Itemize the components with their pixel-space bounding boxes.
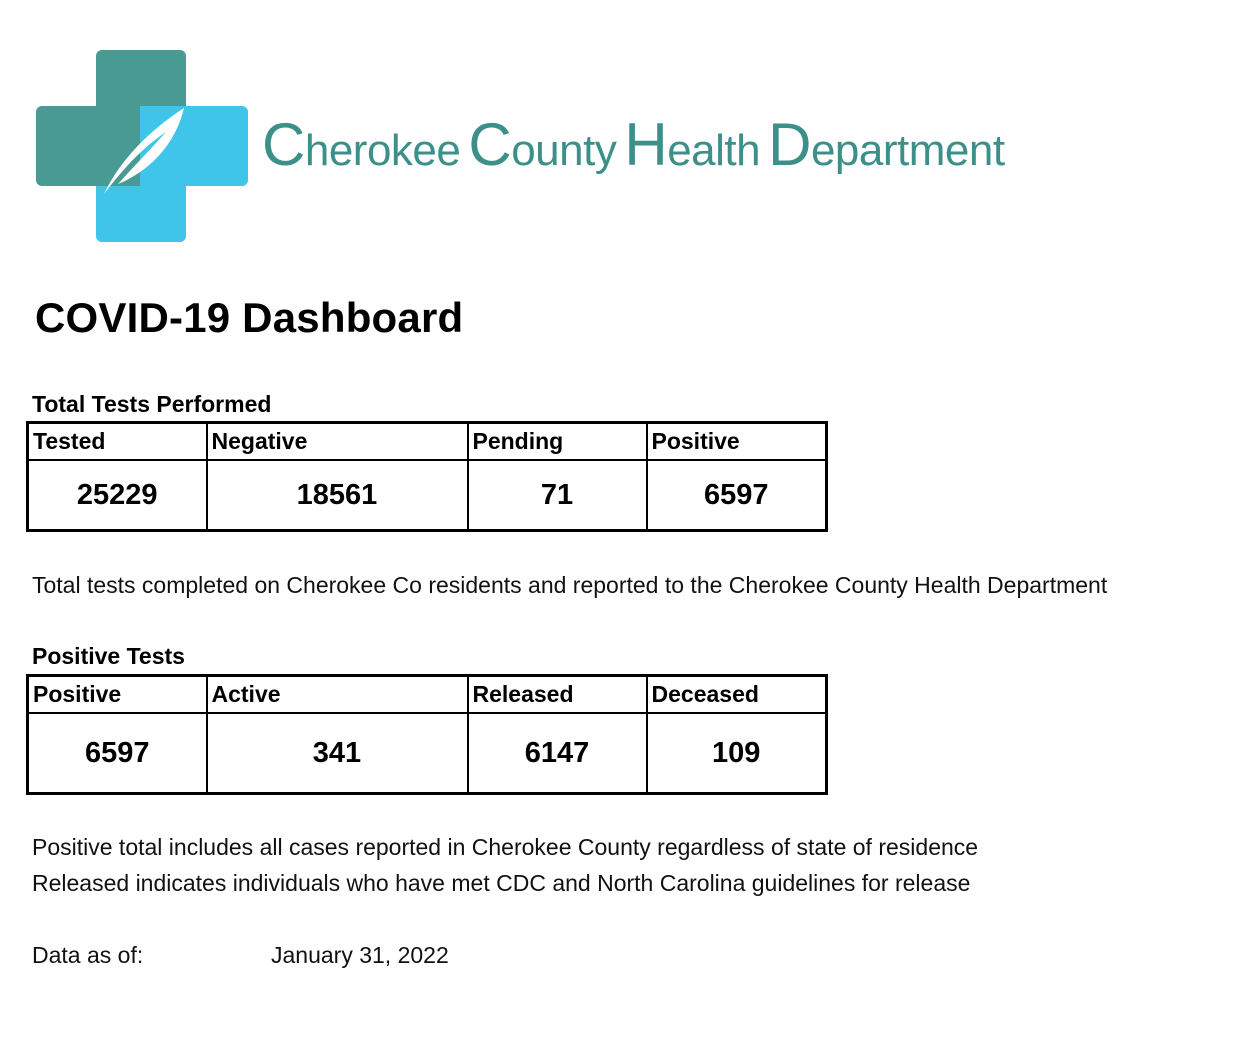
positive-total-note: Positive total includes all cases report…	[32, 834, 979, 860]
header-negative: Negative	[205, 421, 469, 461]
medical-cross-leaf-icon	[36, 50, 248, 242]
positive-tests-label: Positive Tests	[32, 643, 185, 669]
org-name-word: Health	[624, 111, 761, 178]
total-tests-note: Total tests completed on Cherokee Co res…	[32, 572, 1108, 598]
table-row: 6597 341 6147 109	[26, 712, 828, 795]
released-note: Released indicates individuals who have …	[32, 870, 971, 896]
header-tested: Tested	[26, 421, 208, 461]
data-as-of-date: January 31, 2022	[271, 942, 449, 968]
header-released: Released	[466, 674, 648, 714]
value-deceased: 109	[645, 712, 828, 795]
org-name-word: Department	[768, 111, 1005, 178]
header-active: Active	[205, 674, 469, 714]
data-as-of-label: Data as of:	[32, 942, 144, 968]
value-positive: 6597	[26, 712, 208, 795]
org-name: Cherokee County Health Department	[262, 110, 1013, 179]
total-tests-table: Tested Negative Pending Positive 25229 1…	[26, 421, 828, 532]
value-active: 341	[205, 712, 469, 795]
header-positive: Positive	[645, 421, 828, 461]
table-header-row: Positive Active Released Deceased	[26, 674, 828, 714]
org-name-word: Cherokee	[262, 111, 461, 178]
value-released: 6147	[466, 712, 648, 795]
header-pending: Pending	[466, 421, 648, 461]
header-deceased: Deceased	[645, 674, 828, 714]
value-pending: 71	[466, 459, 648, 532]
table-header-row: Tested Negative Pending Positive	[26, 421, 828, 461]
org-name-word: County	[468, 111, 617, 178]
page-title: COVID-19 Dashboard	[35, 294, 464, 341]
header-positive: Positive	[26, 674, 208, 714]
total-tests-label: Total Tests Performed	[32, 391, 272, 417]
value-tested: 25229	[26, 459, 208, 532]
table-row: 25229 18561 71 6597	[26, 459, 828, 532]
org-logo: Cherokee County Health Department	[34, 48, 1094, 244]
positive-tests-table: Positive Active Released Deceased 6597 3…	[26, 674, 828, 795]
value-positive: 6597	[645, 459, 828, 532]
value-negative: 18561	[205, 459, 469, 532]
